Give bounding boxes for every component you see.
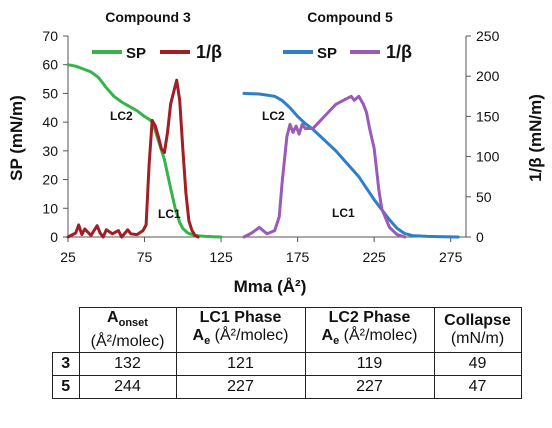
col-header-lc1-unit: (Å²/molec) — [214, 327, 289, 345]
legend-label-beta-compound-3: 1/β — [196, 42, 222, 62]
right-tick-label: 50 — [476, 189, 492, 205]
table-cell: 132 — [78, 352, 177, 376]
table-corner — [52, 307, 80, 353]
table-row: 3 132 121 119 49 — [52, 352, 522, 376]
col-header-lc2-title: LC2 Phase — [328, 309, 411, 327]
row-label: 3 — [52, 352, 80, 376]
col-header-lc1-subscript: e — [204, 335, 211, 348]
series-line-1 — [66, 78, 200, 239]
x-tick-label: 75 — [137, 249, 153, 265]
series-line-0 — [66, 63, 223, 239]
col-header-lc2: LC2 Phase Ae (Å²/molec) — [304, 307, 435, 353]
left-axis-ticks: 0 10 20 30 40 50 60 70 — [42, 28, 68, 245]
x-tick-label: 25 — [60, 249, 76, 265]
col-header-collapse-unit: (mN/m) — [450, 330, 505, 347]
table-cell: 244 — [78, 375, 177, 399]
right-tick-label: 0 — [476, 229, 484, 245]
annotation-lc1-compound-5: LC1 — [332, 206, 355, 220]
col-header-a-onset: Aonset (Å²/molec) — [78, 307, 177, 353]
left-tick-label: 10 — [42, 200, 58, 216]
x-tick-label: 225 — [362, 249, 386, 265]
annotation-lc2-compound-5: LC2 — [262, 109, 285, 123]
right-tick-label: 150 — [476, 108, 500, 124]
col-header-lc1-title: LC1 Phase — [199, 309, 282, 327]
left-tick-label: 30 — [42, 143, 58, 159]
chart-canvas: 0 10 20 30 40 50 60 70 0 50 100 150 200 250 25 75 125 1… — [7, 9, 545, 296]
table-cell: 47 — [433, 375, 522, 399]
annotation-lc1-compound-3: LC1 — [158, 207, 181, 221]
col-header-lc2-a: A — [321, 327, 334, 345]
col-header-a-onset-unit: (Å²/molec) — [90, 332, 165, 350]
right-tick-label: 100 — [476, 149, 500, 165]
legend-label-sp-compound-3: SP — [126, 45, 146, 62]
col-header-lc1-a: A — [192, 327, 205, 345]
legend-label-sp-compound-5: SP — [317, 45, 337, 62]
left-tick-label: 70 — [42, 28, 58, 44]
right-tick-label: 200 — [476, 68, 500, 84]
table-cell: 49 — [433, 352, 522, 376]
left-tick-label: 0 — [50, 229, 58, 245]
group-title-compound-3: Compound 3 — [105, 9, 191, 25]
annotation-lc2-compound-3: LC2 — [110, 109, 133, 123]
x-tick-label: 275 — [439, 249, 463, 265]
col-header-collapse-title: Collapse — [444, 312, 511, 329]
right-axis-ticks: 0 50 100 150 200 250 — [466, 28, 500, 245]
x-axis-title: Mma (Å²) — [234, 277, 307, 296]
table-cell: 227 — [175, 375, 306, 399]
table-cell: 119 — [304, 352, 435, 376]
left-tick-label: 20 — [42, 172, 58, 188]
col-header-lc2-subscript: e — [333, 335, 340, 348]
col-header-a-onset-subscript: onset — [118, 317, 148, 330]
legend-label-beta-compound-5: 1/β — [386, 42, 412, 62]
x-tick-label: 175 — [286, 249, 310, 265]
left-axis-title: SP (mN/m) — [7, 95, 26, 181]
table-header-row: Aonset (Å²/molec) LC1 Phase Ae (Å²/molec… — [52, 307, 522, 353]
table-cell: 121 — [175, 352, 306, 376]
table-cell: 227 — [304, 375, 435, 399]
col-header-lc1: LC1 Phase Ae (Å²/molec) — [175, 307, 306, 353]
col-header-lc2-unit: (Å²/molec) — [343, 327, 418, 345]
phase-data-table: Aonset (Å²/molec) LC1 Phase Ae (Å²/molec… — [52, 307, 522, 399]
series-line-2 — [242, 91, 460, 239]
left-tick-label: 60 — [42, 57, 58, 73]
left-tick-label: 50 — [42, 85, 58, 101]
row-label: 5 — [52, 375, 80, 399]
series-line-3 — [242, 94, 407, 239]
x-axis-ticks: 25 75 125 175 225 275 — [60, 237, 463, 265]
group-title-compound-5: Compound 5 — [307, 9, 393, 25]
x-tick-label: 125 — [209, 249, 233, 265]
series-lines — [66, 63, 460, 239]
table-row: 5 244 227 227 47 — [52, 375, 522, 399]
left-tick-label: 40 — [42, 114, 58, 130]
right-tick-label: 250 — [476, 28, 500, 44]
col-header-collapse: Collapse (mN/m) — [433, 307, 522, 353]
col-header-a-onset-main: A — [107, 309, 119, 327]
right-axis-title: 1/β (mN/m) — [526, 94, 545, 182]
